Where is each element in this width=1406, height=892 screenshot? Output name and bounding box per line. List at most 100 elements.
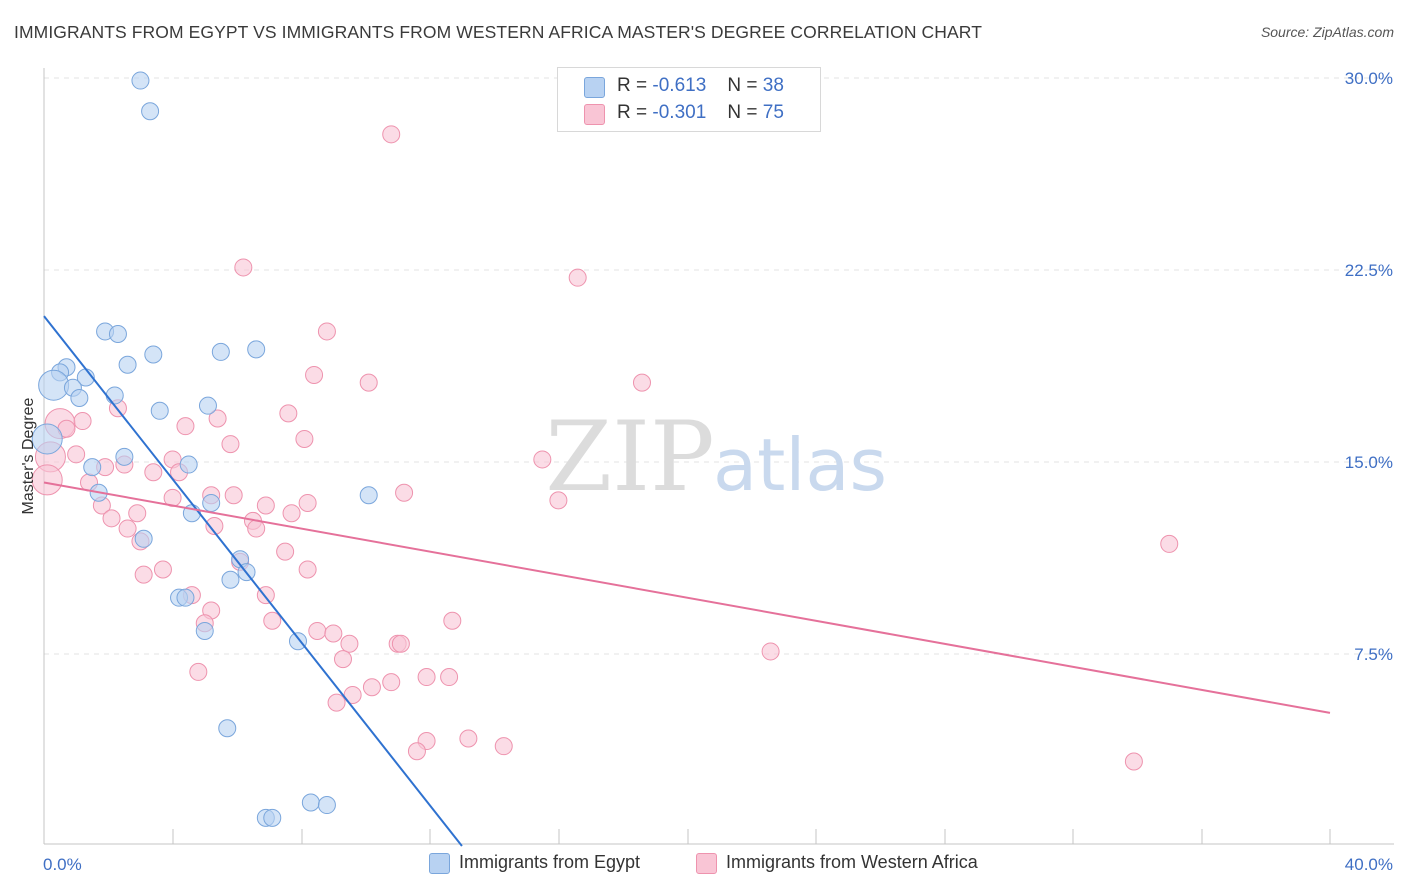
western-africa-point (549, 491, 568, 510)
egypt-point (108, 325, 127, 343)
x-tick-label: 0.0% (43, 855, 82, 874)
y-tick-label: 7.5% (1354, 645, 1393, 664)
western-africa-point (234, 258, 253, 277)
western-africa-point (276, 542, 295, 561)
western-africa-point (256, 496, 275, 515)
series-label-egypt: Immigrants from Egypt (459, 852, 641, 872)
western-africa-point (279, 404, 298, 423)
western-africa-point (247, 519, 266, 538)
western-africa-point (359, 373, 378, 392)
western-africa-point (298, 560, 317, 579)
egypt-point (202, 493, 221, 512)
egypt-point (83, 458, 102, 477)
western-africa-point (761, 642, 780, 661)
egypt-point (211, 342, 230, 361)
western-africa-point (221, 435, 240, 454)
y-tick-label: 15.0% (1345, 453, 1393, 472)
western-africa-point (298, 493, 317, 512)
egypt-point (115, 447, 134, 466)
grid (44, 77, 1394, 655)
western-africa-point (176, 417, 195, 436)
western-africa-point (263, 611, 282, 630)
egypt-point (176, 588, 195, 607)
western-africa-point (189, 662, 208, 681)
correlation-legend: R = -0.613 N = 38 R = -0.301 N = 75 (557, 67, 821, 132)
egypt-point (179, 455, 198, 474)
y-tick-label: 30.0% (1345, 69, 1393, 88)
egypt-point (144, 345, 163, 364)
tick-labels: 7.5% 15.0% 22.5% 30.0% 0.0% 40.0% (43, 69, 1393, 874)
egypt-point (221, 570, 240, 589)
egypt-point (38, 369, 70, 401)
egypt-point (359, 486, 378, 505)
egypt-point (218, 719, 237, 738)
western-africa-point (73, 412, 92, 431)
western-africa-point (1160, 534, 1179, 553)
data-points (31, 71, 1179, 827)
egypt-point (31, 423, 63, 455)
legend-r-value: -0.301 (652, 102, 707, 123)
western-africa-point (407, 742, 426, 761)
legend-n-label: N = (727, 75, 758, 96)
trend-lines (43, 315, 1331, 847)
western-africa-point (382, 673, 401, 692)
western-africa-point (144, 463, 163, 482)
western-africa-point (118, 519, 137, 538)
western-africa-point (632, 373, 651, 392)
y-tick-label: 22.5% (1345, 261, 1393, 280)
western-africa-point (102, 509, 121, 528)
egypt-point (301, 793, 320, 812)
western-africa-point (31, 464, 63, 496)
western-africa-point (67, 445, 86, 464)
western-africa-point (417, 668, 436, 687)
western-africa-point (305, 365, 324, 384)
western-africa-point (327, 693, 346, 712)
western-africa-point (391, 634, 410, 653)
western-africa-point (333, 650, 352, 669)
western-africa-point (324, 624, 343, 643)
western-africa-point (153, 560, 172, 579)
western-africa-point (308, 621, 327, 640)
western-africa-point (340, 634, 359, 653)
egypt-point (288, 632, 307, 651)
western-africa-point (295, 429, 314, 448)
western-africa-point (134, 565, 153, 584)
egypt-point (70, 389, 89, 407)
egypt-point (195, 621, 214, 640)
egypt-point (131, 71, 150, 90)
egypt-point (150, 401, 169, 420)
legend-n-label: N = (727, 102, 758, 123)
western-africa-trend-line (43, 481, 1331, 714)
egypt-point (134, 529, 153, 548)
egypt-trend-line (43, 315, 463, 847)
western-africa-point (395, 483, 414, 502)
series-swatch-egypt (429, 853, 450, 874)
legend-n-value: 38 (762, 75, 784, 96)
western-africa-point (205, 517, 224, 535)
series-label-western-africa: Immigrants from Western Africa (726, 852, 978, 872)
western-africa-point (128, 504, 147, 523)
western-africa-point (343, 685, 362, 704)
chart-title: IMMIGRANTS FROM EGYPT VS IMMIGRANTS FROM… (14, 22, 983, 42)
series-swatch-western-africa (696, 853, 717, 874)
western-africa-point (1124, 752, 1143, 771)
x-tick-label: 40.0% (1345, 855, 1393, 874)
legend-r-label: R = (617, 75, 648, 96)
western-africa-point (443, 611, 462, 630)
western-africa-point (533, 450, 552, 469)
watermark-zip: ZIP (545, 401, 714, 513)
egypt-point (141, 102, 160, 121)
watermark-atlas: atlas (713, 423, 887, 507)
y-axis-label: Master's Degree (20, 397, 37, 514)
western-africa-point (382, 125, 401, 144)
egypt-point (263, 808, 282, 827)
western-africa-point (317, 322, 336, 341)
legend-r-label: R = (617, 102, 648, 123)
egypt-point (247, 340, 266, 359)
western-africa-point (494, 737, 513, 756)
legend-swatch-egypt (584, 77, 605, 98)
western-africa-point (208, 409, 227, 428)
egypt-point (198, 396, 217, 415)
legend-n-value: 75 (762, 102, 784, 123)
